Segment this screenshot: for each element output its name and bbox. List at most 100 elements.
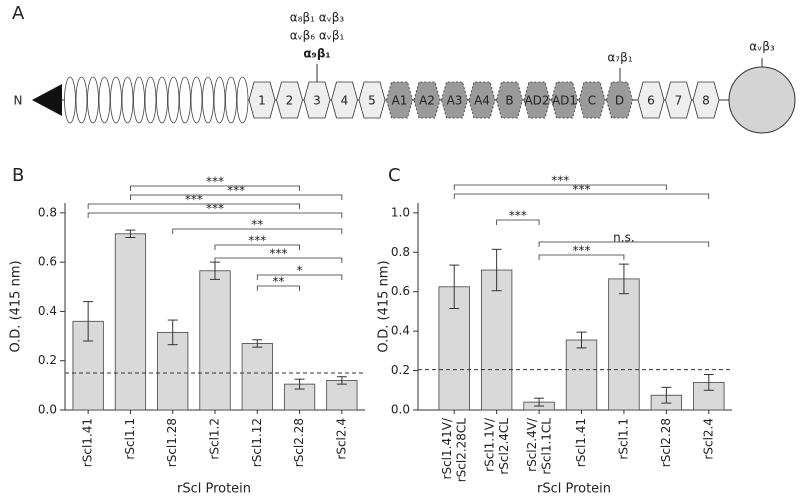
y-tick-label: 0.8 xyxy=(38,205,57,219)
domain-label: 5 xyxy=(368,94,376,108)
n-terminus: N xyxy=(14,94,23,108)
x-tick-label: rScl1.12 xyxy=(250,418,264,467)
bar xyxy=(326,380,358,411)
significance-bracket xyxy=(256,285,300,291)
y-tick-label: 0.0 xyxy=(38,403,57,417)
repeat-ellipse xyxy=(98,76,111,124)
significance-label: ** xyxy=(272,275,284,289)
significance-label: *** xyxy=(551,174,569,188)
y-tick-label: 0.4 xyxy=(38,304,57,318)
y-tick-label: 0.2 xyxy=(391,363,410,377)
globular-domain xyxy=(728,66,796,134)
domain xyxy=(665,81,692,119)
significance-bracket xyxy=(87,212,343,218)
significance-bracket xyxy=(130,185,300,191)
significance-label: ** xyxy=(251,218,263,232)
bar xyxy=(565,339,598,411)
domain xyxy=(578,81,606,119)
significance-bracket xyxy=(256,274,343,280)
x-tick-label: rScl2.28 xyxy=(659,418,673,467)
repeat-ellipse xyxy=(110,76,122,124)
significance-label: *** xyxy=(248,234,266,248)
x-tick-label: rScl2.4V/rScl1.1CL xyxy=(524,417,552,475)
n-triangle xyxy=(32,84,62,116)
domain-label: AD1 xyxy=(552,94,577,108)
domain xyxy=(523,81,551,119)
y-tick-label: 0.8 xyxy=(391,245,410,259)
domain xyxy=(413,81,441,119)
domain xyxy=(441,81,468,119)
domain-label: A2 xyxy=(419,94,435,108)
x-tick-label: rScl1.41 xyxy=(81,418,95,467)
panel-label: A xyxy=(12,3,25,24)
domain xyxy=(248,81,276,119)
domain xyxy=(692,81,720,119)
significance-bracket xyxy=(172,228,343,234)
panel-label: C xyxy=(388,165,401,186)
significance-label: *** xyxy=(185,193,203,207)
domain xyxy=(386,81,413,119)
significance-bracket xyxy=(130,194,343,200)
domain-label: A1 xyxy=(392,94,408,108)
domain xyxy=(358,81,386,119)
x-tick-label: rScl1.28 xyxy=(165,418,179,467)
y-tick-label: 1.0 xyxy=(391,205,410,219)
domain xyxy=(468,81,496,119)
bar xyxy=(608,278,640,411)
domain-label: 8 xyxy=(702,94,710,108)
panel-label: B xyxy=(12,165,24,186)
significance-bracket xyxy=(214,244,300,250)
significance-label: *** xyxy=(206,175,224,189)
site-label: α₈β₁ αᵥβ₃ xyxy=(290,11,345,25)
significance-bracket xyxy=(496,219,540,225)
y-tick-label: 0.2 xyxy=(38,353,57,367)
domain xyxy=(551,81,578,119)
domain-label: 3 xyxy=(313,94,321,108)
repeat-ellipse xyxy=(179,76,191,124)
repeat-ellipse xyxy=(190,76,203,124)
site-label: α₉β₁ xyxy=(303,47,330,61)
domain xyxy=(637,81,665,119)
x-tick-label: rScl1.1 xyxy=(616,418,630,460)
repeat-ellipse xyxy=(75,76,88,124)
x-tick-label: rScl2.4 xyxy=(701,418,715,460)
bar xyxy=(241,343,273,411)
repeat-ellipse xyxy=(225,76,237,124)
y-tick-label: 0.6 xyxy=(391,284,410,298)
domain xyxy=(606,81,633,119)
repeat-ellipse xyxy=(213,76,226,124)
domain-label: AD2 xyxy=(524,94,549,108)
domain-label: A3 xyxy=(447,94,463,108)
significance-label: n.s. xyxy=(613,231,635,245)
significance-label: *** xyxy=(509,209,527,223)
significance-label: *** xyxy=(573,183,591,197)
domain xyxy=(276,81,303,119)
bar xyxy=(114,233,147,411)
domain xyxy=(303,81,331,119)
x-tick-label: rScl1.1V/rScl2.4CL xyxy=(482,417,510,475)
repeat-ellipse xyxy=(167,76,180,124)
domain-label: 6 xyxy=(647,94,655,108)
domain-label: 7 xyxy=(675,94,683,108)
y-tick-label: 0.4 xyxy=(391,324,410,338)
repeat-ellipse xyxy=(87,76,99,124)
repeat-ellipse xyxy=(236,76,249,124)
y-tick-label: 0.0 xyxy=(391,403,410,417)
y-axis-label: O.D. (415 nm) xyxy=(377,260,392,352)
x-tick-label: rScl2.28 xyxy=(292,418,306,467)
domain-label: B xyxy=(505,94,513,108)
domains: 1 2 3 4 5 A1 A2 A3 A4 B AD2 AD1 C D 6 7 8 xyxy=(248,81,720,119)
domain-label: A4 xyxy=(474,94,490,108)
significance-bracket xyxy=(538,254,625,260)
x-tick-label: rScl2.4 xyxy=(334,418,348,460)
significance-label: *** xyxy=(206,202,224,216)
bar xyxy=(480,269,513,411)
x-tick-label: rScl1.1 xyxy=(123,418,137,460)
domain-label: 1 xyxy=(258,94,266,108)
site-label: αᵥβ₃ xyxy=(749,40,775,54)
significance-bracket xyxy=(214,257,343,263)
y-tick-label: 0.6 xyxy=(38,255,57,269)
repeat-ellipse xyxy=(121,76,134,124)
x-tick-label: rScl1.41 xyxy=(574,418,588,467)
